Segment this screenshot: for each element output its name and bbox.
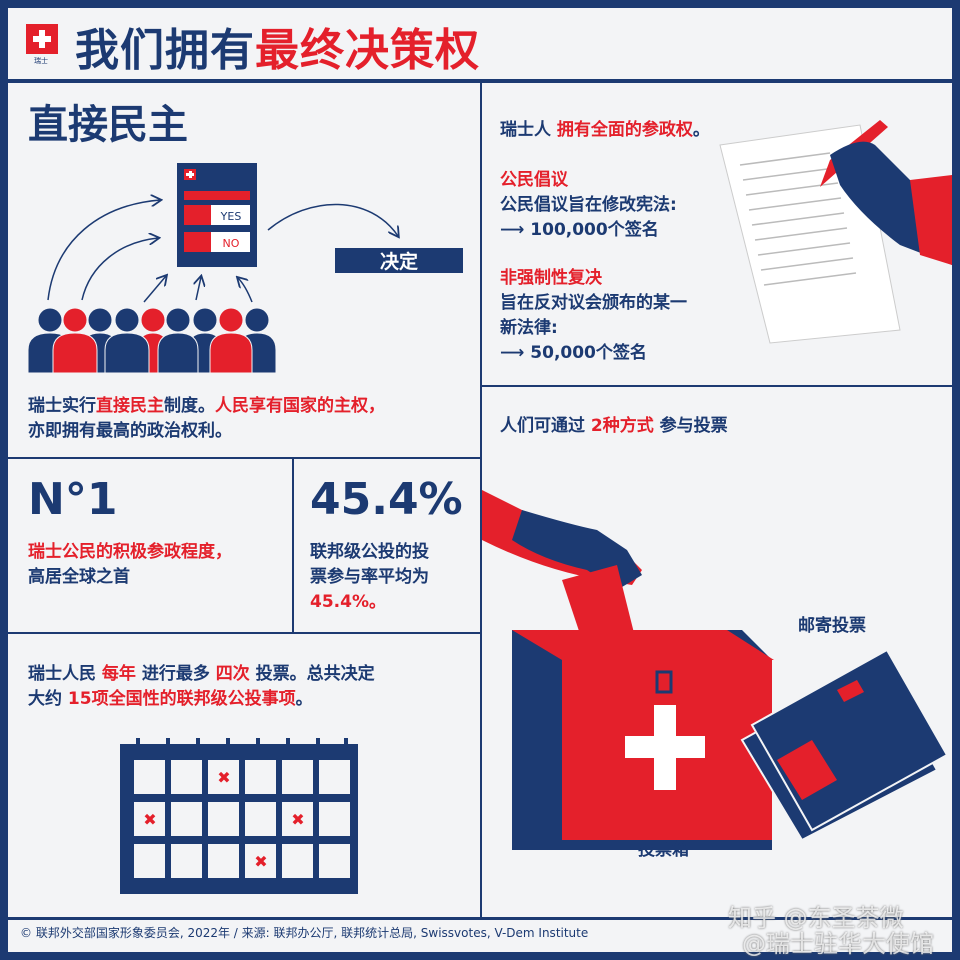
swiss-flag-logo bbox=[26, 24, 58, 54]
center-divider bbox=[480, 83, 482, 918]
logo-label: 瑞士 bbox=[34, 57, 48, 65]
calendar-illustration: ✖ ✖ ✖ ✖ bbox=[120, 738, 358, 894]
calendar-day bbox=[319, 844, 350, 878]
text: 投票。总共决定 bbox=[249, 664, 375, 684]
calendar-day bbox=[171, 760, 202, 794]
text: 新法律: bbox=[500, 318, 558, 338]
calendar-day bbox=[245, 760, 276, 794]
frequency-description: 瑞士人民 每年 进行最多 四次 投票。总共决定 大约 15项全国性的联邦级公投事… bbox=[28, 662, 375, 712]
calendar-day bbox=[171, 844, 202, 878]
text: 直接民主 bbox=[96, 396, 164, 416]
section-heading: 直接民主 bbox=[28, 102, 188, 148]
text: 。 bbox=[692, 120, 710, 140]
title-part2: 最终决策权 bbox=[255, 25, 480, 76]
calendar-day bbox=[282, 802, 313, 836]
rights-intro: 瑞士人 拥有全面的参政权。 bbox=[500, 118, 710, 143]
text: 15项全国性的联邦级公投事项 bbox=[67, 689, 296, 709]
text: 人们可通过 bbox=[500, 416, 591, 436]
calendar-day bbox=[134, 760, 165, 794]
calendar-x-mark: ✖ bbox=[217, 768, 230, 787]
calendar-day bbox=[282, 760, 313, 794]
calendar-day bbox=[282, 844, 313, 878]
initiative-block: 公民倡议 公民倡议旨在修改宪法: ⟶ 100,000个签名 bbox=[500, 168, 677, 243]
calendar-x-mark: ✖ bbox=[254, 852, 267, 871]
voting-intro: 人们可通过 2种方式 参与投票 bbox=[500, 414, 728, 439]
text: 联邦级公投的投 bbox=[310, 542, 429, 562]
referendum-block: 非强制性复决 旨在反对议会颁布的某一 新法律: ⟶ 50,000个签名 bbox=[500, 266, 687, 366]
text: 拥有全面的参政权 bbox=[556, 120, 693, 140]
ballot-no: NO bbox=[223, 237, 240, 250]
header-divider bbox=[8, 79, 952, 83]
calendar-x-mark: ✖ bbox=[291, 810, 304, 829]
calendar-day bbox=[134, 844, 165, 878]
rank-description: 瑞士公民的积极参政程度， 高居全球之首 bbox=[28, 540, 232, 590]
calendar-day bbox=[208, 844, 239, 878]
divider bbox=[292, 457, 294, 632]
text: 亦即拥有最高的政治权利。 bbox=[28, 421, 232, 441]
text: 票参与率平均为 bbox=[310, 567, 429, 587]
calendar-day bbox=[134, 802, 165, 836]
referendum-title: 非强制性复决 bbox=[500, 268, 602, 288]
text: 旨在反对议会颁布的某一 bbox=[500, 293, 687, 313]
calendar-day bbox=[319, 760, 350, 794]
postal-vote-label: 邮寄投票 bbox=[798, 616, 866, 636]
watermark: 知乎 @东圣茶微 bbox=[728, 904, 904, 932]
text: 参与投票 bbox=[653, 416, 728, 436]
calendar-day bbox=[208, 760, 239, 794]
decision-label: 决定 bbox=[380, 250, 418, 273]
ballot-box-label: 投票箱 bbox=[638, 840, 689, 860]
text: ⟶ 50,000个签名 bbox=[500, 343, 647, 363]
text: 瑞士公民的积极参政程度， bbox=[28, 542, 232, 562]
text: 大约 bbox=[28, 689, 68, 709]
text: 人民享有国家的主权， bbox=[215, 396, 385, 416]
signing-illustration bbox=[719, 120, 952, 344]
calendar-day bbox=[319, 802, 350, 836]
voting-illustration bbox=[482, 490, 949, 850]
text: 进行最多 bbox=[135, 664, 216, 684]
text: 瑞士人 bbox=[500, 120, 557, 140]
text: 2种方式 bbox=[590, 416, 654, 436]
divider bbox=[8, 632, 480, 634]
ballot-yes: YES bbox=[220, 210, 242, 223]
initiative-title: 公民倡议 bbox=[500, 170, 568, 190]
text: 。 bbox=[295, 689, 313, 709]
democracy-illustration: YES NO 决定 bbox=[27, 163, 463, 374]
calendar-day bbox=[245, 844, 276, 878]
text: 每年 bbox=[101, 664, 136, 684]
text: 制度。 bbox=[164, 396, 215, 416]
text: 瑞士人民 bbox=[28, 664, 102, 684]
rank-value: N°1 bbox=[28, 474, 118, 525]
turnout-description: 联邦级公投的投 票参与率平均为 45.4%。 bbox=[310, 540, 429, 615]
calendar-day bbox=[171, 802, 202, 836]
divider bbox=[8, 457, 480, 459]
title-part1: 我们拥有 bbox=[75, 25, 255, 76]
text: 公民倡议旨在修改宪法: bbox=[500, 195, 677, 215]
page-title: 我们拥有最终决策权 bbox=[75, 14, 480, 78]
text: 瑞士实行 bbox=[28, 396, 96, 416]
text: 高居全球之首 bbox=[28, 567, 130, 587]
text: 四次 bbox=[215, 664, 250, 684]
text: 45.4%。 bbox=[310, 592, 386, 612]
footer-divider bbox=[8, 917, 952, 920]
calendar-day bbox=[245, 802, 276, 836]
divider bbox=[482, 385, 952, 387]
democracy-description: 瑞士实行直接民主制度。人民享有国家的主权， 亦即拥有最高的政治权利。 bbox=[28, 394, 385, 444]
watermark: @瑞士驻华大使馆 bbox=[742, 930, 934, 958]
calendar-x-mark: ✖ bbox=[143, 810, 156, 829]
calendar-day bbox=[208, 802, 239, 836]
turnout-value: 45.4% bbox=[310, 474, 463, 525]
text: ⟶ 100,000个签名 bbox=[500, 220, 659, 240]
footer-credit: © 联邦外交部国家形象委员会, 2022年 / 来源: 联邦办公厅, 联邦统计总… bbox=[20, 926, 589, 940]
